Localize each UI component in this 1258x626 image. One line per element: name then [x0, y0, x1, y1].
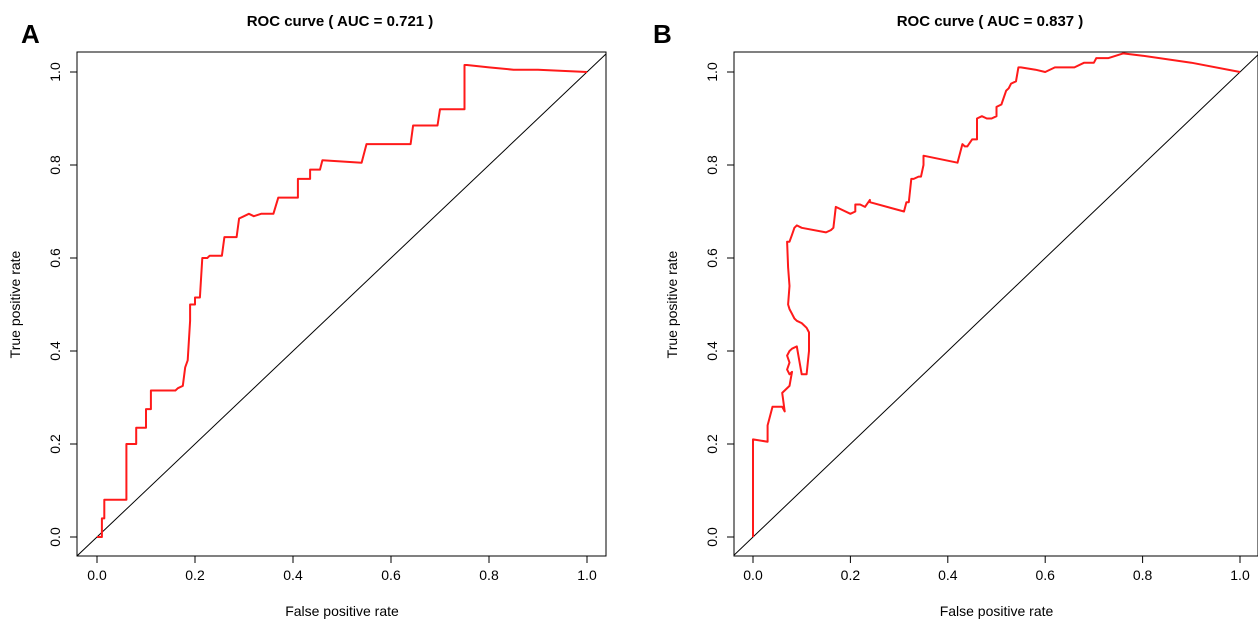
panel-b-chart-title: ROC curve ( AUC = 0.837 ): [897, 13, 1084, 30]
panel-a-x-tick-label: 0.8: [479, 567, 499, 583]
panel-b-x-tick-label: 0.2: [841, 567, 861, 583]
panel-b-diagonal-line: [734, 54, 1258, 556]
panel-b-plot-frame: [733, 51, 1258, 557]
panel-a-x-axis-label: False positive rate: [285, 603, 399, 619]
panel-a-y-tick-label: 0.4: [47, 341, 63, 361]
panel-a-x-tick-label: 0.0: [87, 567, 107, 583]
panel-b-x-tick-label: 0.8: [1133, 567, 1153, 583]
panel-a-x-tick-label: 0.6: [381, 567, 401, 583]
panel-b-x-tick-label: 0.6: [1035, 567, 1055, 583]
panel-a-x-tick-label: 1.0: [577, 567, 597, 583]
panel-a-plot-frame: [76, 51, 607, 557]
panel-b-x-tick-label: 0.0: [743, 567, 763, 583]
panel-a-diagonal-line: [77, 53, 606, 556]
panel-a-roc-curve: [97, 64, 588, 538]
panel-b-y-tick-label: 1.0: [704, 62, 720, 82]
panel-b-y-tick-label: 0.4: [704, 341, 720, 361]
panel-a-y-tick-label: 0.8: [47, 155, 63, 175]
panel-b-y-tick-label: 0.6: [704, 248, 720, 268]
panel-b-roc-curve: [752, 52, 1241, 537]
panel-b-y-tick-label: 0.2: [704, 434, 720, 454]
panel-a-y-tick-label: 0.6: [47, 248, 63, 268]
panel-a-y-axis-label: True positive rate: [7, 250, 23, 358]
panel-a-x-tick-label: 0.4: [283, 567, 303, 583]
panel-a-y-tick-label: 1.0: [47, 62, 63, 82]
panel-b-letter: B: [653, 19, 672, 49]
panel-a-y-tick-label: 0.2: [47, 434, 63, 454]
panel-b-x-axis-label: False positive rate: [940, 603, 1054, 619]
panel-b-x-tick-label: 0.4: [938, 567, 958, 583]
panel-a-letter: A: [21, 19, 40, 49]
panel-a-y-tick-label: 0.0: [47, 527, 63, 547]
panel-b-x-tick-label: 1.0: [1230, 567, 1250, 583]
panel-b-y-tick-label: 0.8: [704, 155, 720, 175]
panel-b-y-axis-label: True positive rate: [664, 250, 680, 358]
panel-b-y-tick-label: 0.0: [704, 527, 720, 547]
panel-a-x-tick-label: 0.2: [185, 567, 205, 583]
panel-a-chart-title: ROC curve ( AUC = 0.721 ): [247, 13, 434, 30]
